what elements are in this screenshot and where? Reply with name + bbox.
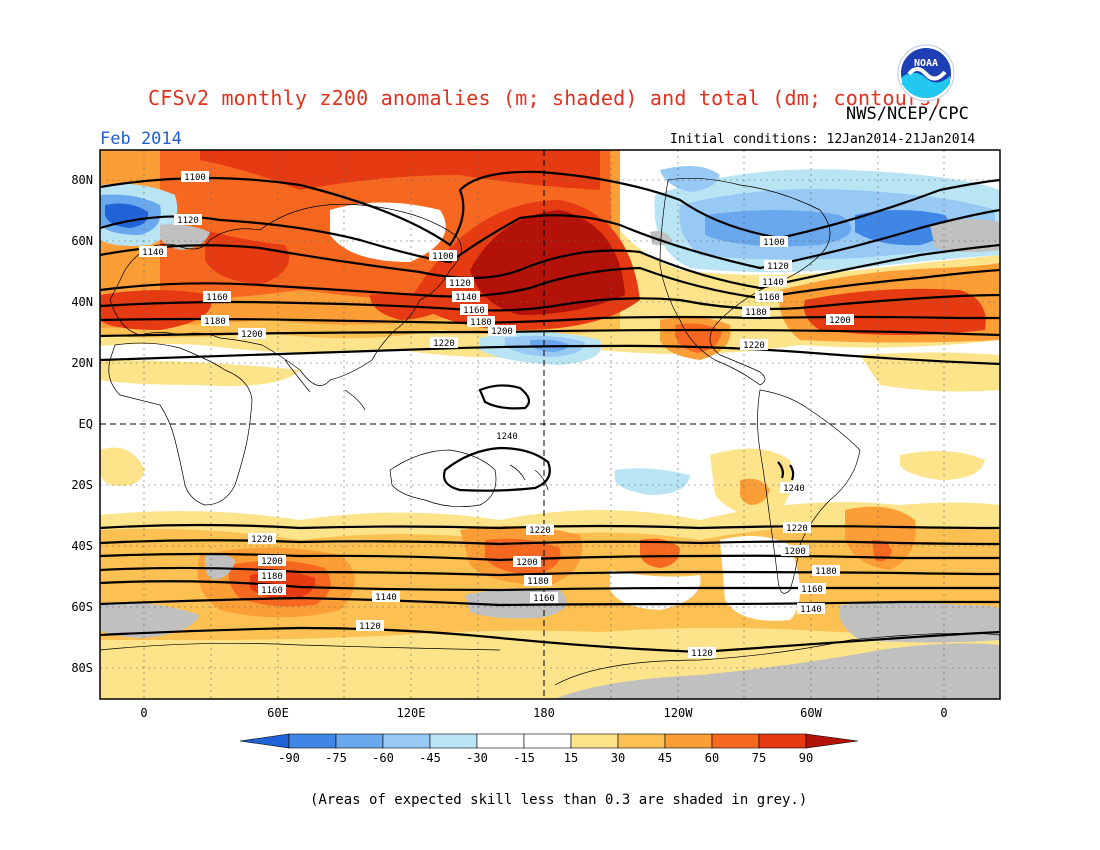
colorbar-bin — [617, 733, 666, 749]
low-skill-areas — [160, 224, 210, 250]
lat-label: EQ — [79, 417, 93, 431]
contour-label: 1220 — [786, 524, 808, 534]
colorbar-bin — [523, 733, 572, 749]
colorbar-tick-label: -60 — [372, 751, 394, 765]
lat-label: 60N — [71, 234, 93, 248]
lat-label: 40S — [71, 539, 93, 553]
contour-label: 1200 — [261, 557, 283, 567]
contour-label: 1240 — [496, 432, 518, 442]
map-frame — [99, 149, 1001, 700]
colorbar-tick-label: 45 — [658, 751, 672, 765]
contour-label: 1160 — [533, 594, 555, 604]
contour-label: 1240 — [783, 484, 805, 494]
contour-label: 1120 — [359, 622, 381, 632]
contour-label: 1180 — [261, 572, 283, 582]
colorbar — [239, 733, 859, 749]
contour-label: 1100 — [763, 238, 785, 248]
lat-label: 20N — [71, 356, 93, 370]
lon-label: 60E — [267, 706, 289, 720]
height-contours — [100, 170, 1000, 654]
contour-label: 1180 — [470, 318, 492, 328]
contour-label: 1160 — [758, 293, 780, 303]
colorbar-tick-label: -75 — [325, 751, 347, 765]
colorbar-tick-label: 60 — [705, 751, 719, 765]
agency-label: NWS/NCEP/CPC — [846, 104, 969, 124]
lon-label: 120E — [397, 706, 426, 720]
colorbar-bin — [711, 733, 760, 749]
contour-label: 1160 — [463, 306, 485, 316]
contour-label: 1140 — [375, 593, 397, 603]
lon-label: 0 — [940, 706, 947, 720]
lat-label: 40N — [71, 295, 93, 309]
contour-label: 1160 — [206, 293, 228, 303]
colorbar-bin — [382, 733, 431, 749]
contour-label: 1160 — [801, 585, 823, 595]
colorbar-bin — [476, 733, 525, 749]
contour-label: 1200 — [491, 327, 513, 337]
colorbar-tick-label: -30 — [466, 751, 488, 765]
colorbar-tick-label: 90 — [799, 751, 813, 765]
lat-label: 80N — [71, 173, 93, 187]
contour-label: 1140 — [762, 278, 784, 288]
contour-label: 1200 — [516, 558, 538, 568]
contour-label: 1220 — [743, 341, 765, 351]
contour-label: 1200 — [829, 316, 851, 326]
contour-label: 1200 — [241, 330, 263, 340]
contour-label: 1120 — [691, 649, 713, 659]
lon-label: 120W — [664, 706, 694, 720]
contour-labels: 1100112011401160118012001100112011401160… — [139, 171, 854, 659]
contour-label: 1140 — [455, 293, 477, 303]
colorbar-bin — [335, 733, 384, 749]
lon-label: 180 — [533, 706, 555, 720]
lon-label: 0 — [140, 706, 147, 720]
contour-label: 1120 — [449, 279, 471, 289]
logo-text: NOAA — [914, 58, 938, 69]
colorbar-bin — [664, 733, 713, 749]
colorbar-tick-label: -15 — [513, 751, 535, 765]
contour-label: 1180 — [815, 567, 837, 577]
contour-label: 1140 — [142, 248, 164, 258]
noaa-logo: NOAA — [897, 44, 955, 102]
colorbar-bin — [239, 733, 290, 749]
lon-label: 60W — [800, 706, 822, 720]
colorbar-bin — [758, 733, 807, 749]
contour-label: 1180 — [204, 317, 226, 327]
colorbar-tick-label: 30 — [611, 751, 625, 765]
colorbar-bin — [805, 733, 859, 749]
forecast-month: Feb 2014 — [100, 129, 182, 149]
contour-label: 1200 — [784, 547, 806, 557]
contour-label: 1220 — [529, 526, 551, 536]
map-title: CFSv2 monthly z200 anomalies (m; shaded)… — [148, 86, 944, 110]
contour-label: 1120 — [767, 262, 789, 272]
contour-label: 1220 — [251, 535, 273, 545]
colorbar-bin — [429, 733, 478, 749]
colorbar-tick-label: 15 — [564, 751, 578, 765]
lat-label: 20S — [71, 478, 93, 492]
contour-label: 1100 — [432, 252, 454, 262]
colorbar-bin — [570, 733, 619, 749]
contour-label: 1120 — [177, 216, 199, 226]
lat-label: 80S — [71, 661, 93, 675]
colorbar-bin — [288, 733, 337, 749]
contour-label: 1220 — [433, 339, 455, 349]
contour-label: 1100 — [184, 173, 206, 183]
colorbar-tick-label: 75 — [752, 751, 766, 765]
contour-label: 1180 — [745, 308, 767, 318]
skill-footnote: (Areas of expected skill less than 0.3 a… — [310, 792, 808, 808]
contour-label: 1160 — [261, 586, 283, 596]
contour-label: 1140 — [800, 605, 822, 615]
lat-label: 60S — [71, 600, 93, 614]
colorbar-tick-label: -90 — [278, 751, 300, 765]
colorbar-tick-label: -45 — [419, 751, 441, 765]
initial-conditions: Initial conditions: 12Jan2014-21Jan2014 — [670, 132, 976, 147]
contour-label: 1180 — [527, 577, 549, 587]
